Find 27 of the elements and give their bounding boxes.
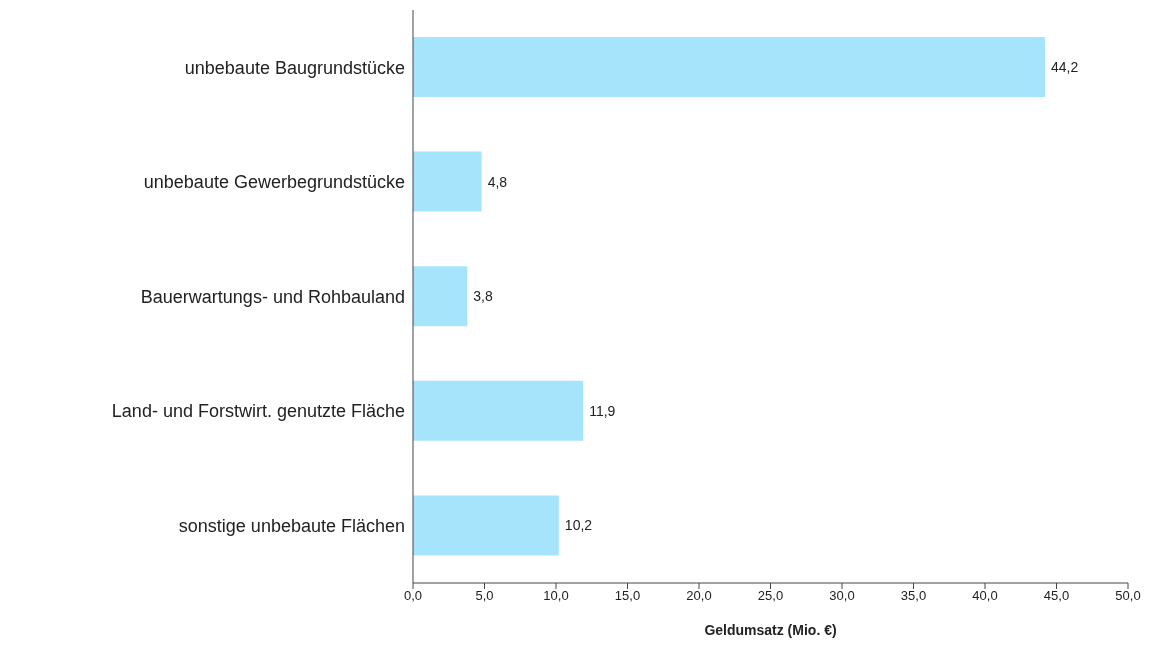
x-tick-label: 0,0: [403, 588, 423, 604]
data-label: 3,8: [473, 288, 494, 305]
data-label: 4,8: [487, 173, 508, 190]
data-label: 10,2: [564, 517, 593, 534]
y-tick-label: unbebaute Gewerbegrundstücke: [143, 172, 405, 193]
x-tick-label: 50,0: [1115, 588, 1141, 604]
x-tick-label: 10,0: [543, 588, 569, 604]
x-tick-label: 35,0: [900, 588, 927, 604]
x-tick-label: 30,0: [829, 588, 855, 604]
x-tick-label: 20,0: [686, 588, 712, 604]
x-tick-label: 15,0: [614, 588, 641, 604]
x-tick-label: 45,0: [1043, 588, 1070, 604]
bar: [413, 151, 482, 212]
x-tick-label: 40,0: [972, 588, 998, 604]
bar: [413, 495, 559, 556]
bar: [413, 37, 1046, 97]
data-label: 44,2: [1051, 58, 1079, 75]
x-tick-label: 25,0: [757, 588, 784, 604]
bar: [413, 380, 584, 441]
y-tick-label: Land- und Forstwirt. genutzte Fläche: [111, 401, 405, 422]
x-tick-label: 5,0: [475, 588, 494, 604]
bar: [413, 266, 468, 327]
data-label: 11,9: [589, 402, 616, 419]
y-tick-label: unbebaute Baugrundstücke: [184, 57, 405, 78]
x-axis-title: Geldumsatz (Mio. €): [704, 622, 837, 638]
y-tick-label: sonstige unbebaute Flächen: [178, 516, 405, 537]
y-tick-label: Bauerwartungs- und Rohbauland: [140, 286, 405, 307]
